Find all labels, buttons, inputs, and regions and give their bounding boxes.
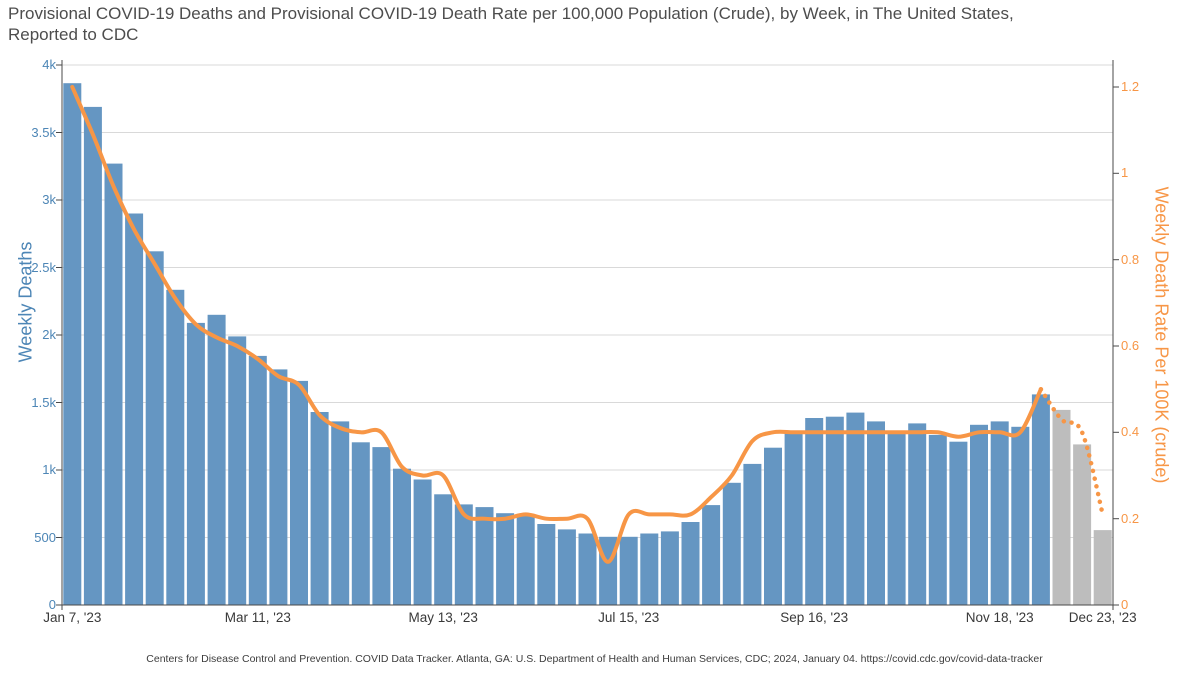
deaths-bar[interactable] xyxy=(166,289,185,605)
deaths-bar[interactable] xyxy=(681,522,700,605)
deaths-bar[interactable] xyxy=(207,314,226,606)
y-right-tick-label: 0.8 xyxy=(1121,251,1140,267)
deaths-bar[interactable] xyxy=(331,421,350,605)
y-left-tick-label: 4k xyxy=(42,57,56,72)
deaths-bar[interactable] xyxy=(475,507,494,605)
deaths-bar[interactable] xyxy=(393,468,411,606)
x-tick-label: Jul 15, '23 xyxy=(598,610,660,625)
deaths-bar[interactable] xyxy=(702,505,721,605)
deaths-bar[interactable] xyxy=(372,447,391,606)
deaths-bar[interactable] xyxy=(908,423,927,605)
y-right-tick-label: 1 xyxy=(1121,165,1129,181)
deaths-bar[interactable] xyxy=(248,355,267,605)
deaths-bar[interactable] xyxy=(516,514,535,606)
y-left-tick-label: 0 xyxy=(48,597,56,612)
deaths-bar[interactable] xyxy=(434,494,453,605)
y-right-tick-label: 1.2 xyxy=(1121,79,1140,94)
right-axis-title: Weekly Death Rate Per 100K (crude) xyxy=(1151,186,1172,484)
x-tick-label: Mar 11, '23 xyxy=(224,610,291,625)
x-tick-label: Sep 16, '23 xyxy=(780,610,849,625)
chart-title-line1: Provisional COVID-19 Deaths and Provisio… xyxy=(8,4,1014,23)
y-left-tick-label: 2k xyxy=(42,327,56,342)
deaths-bar[interactable] xyxy=(805,418,824,605)
deaths-bar[interactable] xyxy=(454,504,473,605)
x-tick-label: Nov 18, '23 xyxy=(965,610,1034,625)
deaths-bar[interactable] xyxy=(496,513,515,605)
y-right-tick-label: 0.4 xyxy=(1121,424,1140,440)
deaths-bar[interactable] xyxy=(846,412,865,605)
y-left-tick-label: 3.5k xyxy=(31,124,56,140)
deaths-bar[interactable] xyxy=(619,536,638,605)
deaths-bar[interactable] xyxy=(722,482,741,605)
deaths-bar[interactable] xyxy=(104,163,123,606)
deaths-bar[interactable] xyxy=(269,369,288,605)
y-left-tick-label: 1.5k xyxy=(31,394,56,410)
y-right-tick-label: 0 xyxy=(1121,597,1129,612)
deaths-bar[interactable] xyxy=(887,432,906,605)
y-left-tick-label: 3k xyxy=(42,192,56,207)
deaths-bar[interactable] xyxy=(640,533,659,606)
deaths-bar[interactable] xyxy=(970,424,988,605)
deaths-bar[interactable] xyxy=(764,447,782,605)
y-left-tick-label: 1k xyxy=(42,462,56,477)
deaths-bar[interactable] xyxy=(660,531,679,605)
y-left-tick-label: 500 xyxy=(34,529,56,545)
deaths-bar[interactable] xyxy=(990,421,1009,605)
deaths-bar-provisional[interactable] xyxy=(1073,444,1092,605)
chart-title: Provisional COVID-19 Deaths and Provisio… xyxy=(8,4,1184,45)
y-left-tick-label: 2.5k xyxy=(31,259,56,275)
deaths-bar[interactable] xyxy=(290,380,308,605)
deaths-bar[interactable] xyxy=(867,421,885,605)
source-citation: Centers for Disease Control and Preventi… xyxy=(146,653,1043,665)
deaths-bar[interactable] xyxy=(784,432,803,605)
x-tick-label: May 13, '23 xyxy=(408,610,478,625)
deaths-bar[interactable] xyxy=(537,524,556,605)
deaths-bar[interactable] xyxy=(351,442,370,605)
deaths-bar[interactable] xyxy=(145,251,164,606)
deaths-bar[interactable] xyxy=(228,336,247,606)
deaths-bar[interactable] xyxy=(186,322,205,606)
deaths-bar[interactable] xyxy=(1011,426,1030,605)
deaths-bar[interactable] xyxy=(928,434,947,605)
deaths-bar[interactable] xyxy=(578,533,597,606)
deaths-bar[interactable] xyxy=(825,416,844,605)
chart-title-line2: Reported to CDC xyxy=(8,24,139,44)
deaths-bar-provisional[interactable] xyxy=(1052,409,1071,605)
deaths-bar[interactable] xyxy=(310,412,329,606)
deaths-bar[interactable] xyxy=(83,106,102,606)
x-tick-label: Dec 23, '23 xyxy=(1068,610,1137,625)
deaths-bar[interactable] xyxy=(63,83,82,605)
deaths-bar[interactable] xyxy=(1031,394,1050,605)
deaths-bar[interactable] xyxy=(743,463,762,605)
deaths-bar[interactable] xyxy=(557,529,576,605)
death-rate-line[interactable] xyxy=(70,85,1043,564)
x-tick-label: Jan 7, '23 xyxy=(43,610,102,625)
y-right-tick-label: 0.6 xyxy=(1121,338,1140,353)
deaths-bar[interactable] xyxy=(413,479,432,606)
y-right-tick-label: 0.2 xyxy=(1121,510,1140,526)
deaths-bar[interactable] xyxy=(125,213,144,606)
deaths-bar[interactable] xyxy=(949,441,968,606)
deaths-bar-provisional[interactable] xyxy=(1093,530,1112,605)
death-rate-line-projected[interactable] xyxy=(1038,386,1105,517)
